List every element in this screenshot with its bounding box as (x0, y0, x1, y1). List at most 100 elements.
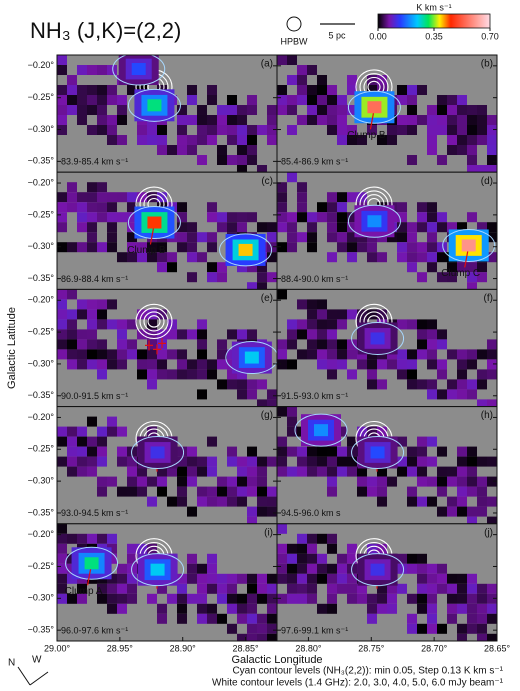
noise-pixel (187, 272, 197, 283)
noise-pixel (457, 583, 467, 594)
noise-pixel (217, 155, 227, 165)
noise-pixel (307, 543, 317, 554)
noise-pixel (287, 222, 297, 233)
x-tick-label: 28.85° (233, 643, 260, 653)
noise-pixel (227, 125, 237, 135)
noise-pixel (317, 563, 327, 574)
noise-pixel (57, 85, 67, 95)
noise-pixel (267, 506, 277, 517)
noise-pixel (217, 222, 227, 233)
noise-pixel (307, 349, 317, 360)
noise-pixel (187, 573, 197, 584)
panel: Clump A (i) 96.0-97.6 km s⁻¹ (57, 523, 277, 641)
noise-pixel (307, 563, 317, 574)
noise-pixel (57, 426, 67, 437)
noise-pixel (377, 309, 387, 320)
noise-pixel (487, 456, 497, 467)
noise-pixel (197, 603, 207, 614)
noise-pixel (297, 543, 307, 554)
noise-pixel (207, 125, 217, 135)
compass-north: N (8, 658, 15, 669)
noise-pixel (117, 192, 127, 203)
noise-pixel (447, 272, 457, 283)
noise-pixel (147, 242, 157, 253)
noise-pixel (197, 369, 207, 380)
clump-label: Clump C (441, 268, 480, 279)
noise-pixel (207, 496, 217, 507)
noise-pixel (397, 95, 407, 105)
velocity-label: 94.5-96.0 km s (281, 508, 341, 518)
noise-pixel (177, 329, 187, 340)
noise-pixel (287, 75, 297, 85)
noise-pixel (477, 165, 487, 173)
noise-pixel (217, 613, 227, 624)
noise-pixel (467, 165, 477, 173)
noise-pixel (297, 553, 307, 564)
noise-pixel (277, 553, 287, 564)
noise-pixel (387, 583, 397, 594)
noise-pixel (107, 65, 117, 75)
noise-pixel (177, 115, 187, 125)
noise-pixel (237, 456, 247, 467)
noise-pixel (187, 222, 197, 233)
noise-pixel (387, 125, 397, 135)
noise-pixel (217, 573, 227, 584)
noise-pixel (417, 466, 427, 477)
noise-pixel (267, 115, 277, 125)
noise-pixel (487, 603, 497, 614)
noise-pixel (327, 593, 337, 604)
emission-peak (370, 563, 385, 576)
noise-pixel (347, 593, 357, 604)
compass-arrow (17, 666, 31, 686)
noise-pixel (127, 202, 137, 213)
noise-pixel (437, 623, 447, 634)
noise-pixel (97, 309, 107, 320)
noise-pixel (87, 446, 97, 457)
noise-pixel (417, 319, 427, 330)
noise-pixel (257, 399, 267, 407)
noise-pixel (427, 222, 437, 233)
x-tick-label: 28.65° (484, 643, 511, 653)
noise-pixel (77, 309, 87, 320)
noise-pixel (277, 543, 287, 554)
noise-pixel (297, 329, 307, 340)
noise-pixel (297, 299, 307, 310)
noise-pixel (267, 135, 277, 145)
noise-pixel (337, 583, 347, 594)
noise-pixel (317, 75, 327, 85)
noise-pixel (107, 125, 117, 135)
noise-pixel (477, 105, 487, 115)
y-tick-label: −0.25° (28, 92, 55, 102)
noise-pixel (277, 349, 287, 360)
noise-pixel (177, 145, 187, 155)
noise-pixel (447, 125, 457, 135)
noise-pixel (207, 456, 217, 467)
noise-pixel (377, 75, 387, 85)
noise-pixel (117, 593, 127, 604)
clump-arrow (369, 113, 375, 130)
noise-pixel (487, 593, 497, 604)
noise-pixel (397, 232, 407, 243)
noise-pixel (57, 533, 67, 544)
noise-pixel (117, 349, 127, 360)
noise-pixel (57, 563, 67, 574)
noise-pixel (337, 563, 347, 574)
noise-pixel (357, 583, 367, 594)
noise-pixel (87, 359, 97, 370)
velocity-label: 86.9-88.4 km s⁻¹ (61, 274, 128, 284)
noise-pixel (317, 85, 327, 95)
noise-pixel (437, 563, 447, 574)
noise-pixel (457, 446, 467, 457)
noise-pixel (407, 155, 417, 165)
noise-pixel (177, 222, 187, 233)
noise-pixel (177, 369, 187, 380)
noise-pixel (337, 553, 347, 564)
noise-pixel (247, 329, 257, 340)
noise-pixel (397, 436, 407, 447)
y-tick-label: −0.30° (28, 475, 55, 485)
noise-pixel (267, 633, 277, 641)
noise-pixel (397, 222, 407, 233)
noise-pixel (147, 319, 157, 330)
noise-pixel (317, 309, 327, 320)
noise-pixel (87, 182, 97, 193)
